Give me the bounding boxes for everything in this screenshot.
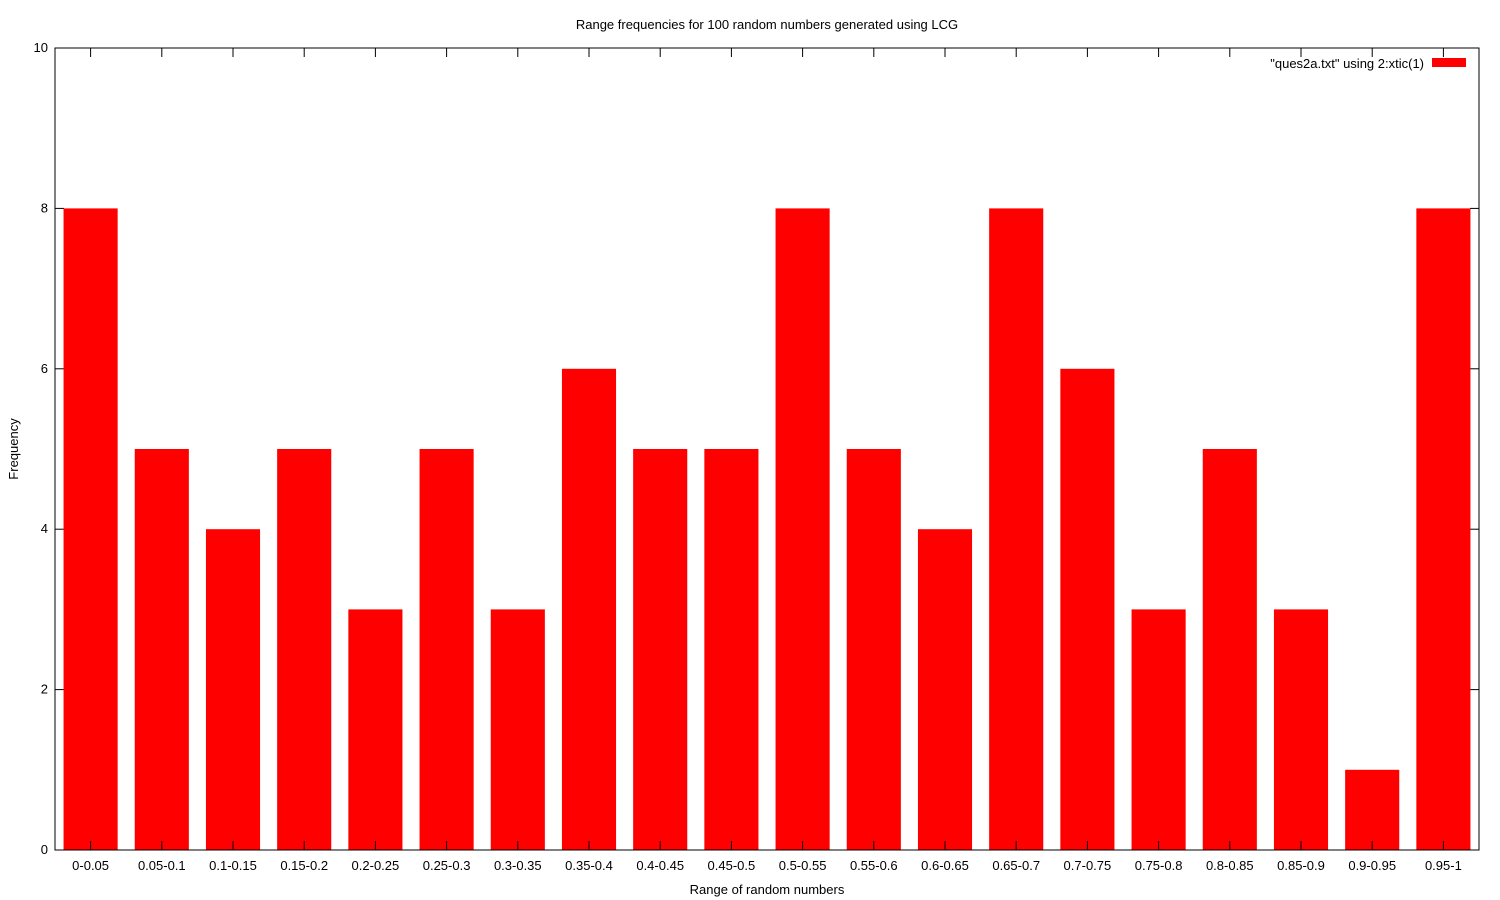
bar [1273,609,1329,850]
bar [1131,609,1186,850]
x-axis-label: Range of random numbers [690,882,845,897]
plot-frame [54,47,1480,851]
bar [846,449,901,850]
bar [917,529,973,850]
bar [277,449,332,850]
x-tick-label: 0.4-0.45 [636,858,684,873]
x-tick-label: 0.3-0.35 [494,858,542,873]
x-tick-label: 0.6-0.65 [921,858,969,873]
bar [490,609,545,850]
x-tick-label: 0.85-0.9 [1277,858,1325,873]
bar [633,449,688,850]
x-tick-label: 0.7-0.75 [1064,858,1112,873]
x-tick-label: 0.1-0.15 [209,858,257,873]
bar [1060,368,1115,850]
y-axis-label: Frequency [6,418,21,480]
bar [1345,769,1400,850]
bar [419,449,474,850]
bar [989,208,1044,850]
x-tick-label: 0.75-0.8 [1135,858,1183,873]
bars [63,208,1471,850]
x-tick-label: 0-0.05 [72,858,109,873]
bar [348,609,403,850]
x-axis-ticks: 0-0.05 0.05-0.1 0.1-0.15 0.15-0.2 0.2-0.25 0.… [72,48,1462,873]
x-tick-label: 0.15-0.2 [280,858,328,873]
y-tick-label: 4 [41,521,48,536]
x-tick-label: 0.35-0.4 [565,858,613,873]
x-tick-label: 0.9-0.95 [1348,858,1396,873]
bar [1416,208,1471,850]
bar [63,208,118,850]
chart-title: Range frequencies for 100 random numbers… [576,17,958,32]
x-tick-label: 0.65-0.7 [992,858,1040,873]
x-tick-label: 0.45-0.5 [708,858,756,873]
bar [704,449,759,850]
x-tick-label: 0.2-0.25 [352,858,400,873]
legend-swatch [1432,58,1466,67]
x-tick-label: 0.8-0.85 [1206,858,1254,873]
y-tick-label: 6 [41,361,48,376]
y-tick-label: 0 [41,842,48,857]
legend-label: "ques2a.txt" using 2:xtic(1) [1270,56,1424,71]
x-tick-label: 0.05-0.1 [138,858,186,873]
bar [1202,449,1257,850]
y-tick-label: 8 [41,200,48,215]
bar [134,449,189,850]
y-tick-label: 10 [34,40,48,55]
x-tick-label: 0.25-0.3 [423,858,471,873]
y-tick-label: 2 [41,682,48,697]
x-tick-label: 0.95-1 [1425,858,1462,873]
x-tick-label: 0.5-0.55 [779,858,827,873]
legend: "ques2a.txt" using 2:xtic(1) [1270,56,1466,71]
bar [561,368,617,850]
bar [775,208,830,850]
bar [205,529,261,850]
x-tick-label: 0.55-0.6 [850,858,898,873]
